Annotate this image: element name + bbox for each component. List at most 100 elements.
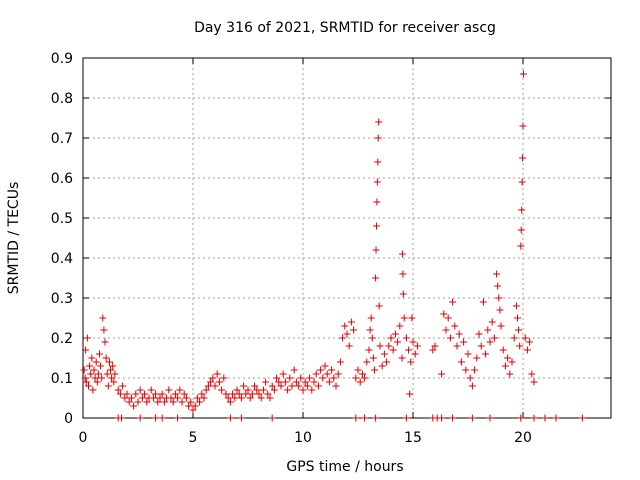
data-point [373,178,381,186]
data-point [519,70,527,78]
data-point [262,378,270,386]
data-point [226,398,234,406]
data-point [523,346,531,354]
data-point [431,342,439,350]
data-point [244,386,252,394]
data-point [336,358,344,366]
data-point [178,398,186,406]
data-point [187,398,195,406]
x-tick-label: 0 [79,430,88,446]
data-point [103,370,111,378]
data-point [301,378,309,386]
data-point [486,414,494,422]
data-point [356,378,364,386]
data-point [119,382,127,390]
data-point [387,334,395,342]
data-point [147,386,155,394]
data-point [281,378,289,386]
data-point [373,198,381,206]
data-point [484,326,492,334]
data-point [86,362,94,370]
data-point [497,322,505,330]
y-tick-label: 0.3 [51,291,73,307]
data-point [512,302,520,310]
data-point [368,334,376,342]
data-point [369,354,377,362]
data-point [477,342,485,350]
data-point [371,366,378,374]
data-point [118,414,125,422]
data-point [303,382,311,390]
x-tick-label: 5 [189,430,198,446]
data-point [375,302,383,310]
data-point [398,250,406,258]
data-point [83,334,91,342]
data-point [514,314,521,322]
data-point [215,378,223,386]
data-point [237,414,245,422]
axis-ticks: 0 5 10 15 20 0 0.1 0.2 0.3 0.4 0.5 0.6 0.7 0.8 0.9 [51,51,611,446]
data-point [89,386,97,394]
data-point [328,366,336,374]
data-point [297,374,305,382]
data-point [321,362,329,370]
data-point [515,326,523,334]
data-point [482,350,490,358]
data-point [455,330,463,338]
data-point [182,394,190,402]
data-point [394,338,402,346]
data-point [218,386,226,394]
data-point [462,366,470,374]
data-point [451,322,459,330]
data-point [374,158,382,166]
data-point [98,374,106,382]
data-point [242,390,250,398]
data-point [449,414,457,422]
data-point [479,298,487,306]
data-point [486,338,494,346]
data-point [165,386,173,394]
data-point [193,394,201,402]
data-point [460,338,468,346]
data-point [123,390,131,398]
y-tick-label: 0.4 [51,251,73,267]
data-point [93,378,101,386]
data-point [330,374,338,382]
data-point [96,350,103,358]
data-point [517,226,525,234]
data-point [94,370,102,378]
data-point [299,386,307,394]
data-point [240,382,248,390]
y-tick-label: 0.1 [51,371,73,387]
data-point [341,322,349,330]
data-point [350,326,358,334]
data-point [264,390,272,398]
data-point [399,270,407,278]
data-point [200,394,208,402]
data-point [111,370,119,378]
data-point [488,318,496,326]
data-point [80,366,88,374]
data-point [444,314,452,322]
data-point [411,350,419,358]
data-point [347,318,355,326]
data-point [499,346,507,354]
data-point [473,354,481,362]
data-point [213,370,221,378]
y-tick-label: 0.9 [51,51,73,67]
data-points [80,70,586,422]
data-point [174,414,182,422]
grid [83,58,611,418]
data-point [130,402,138,410]
data-point [306,374,314,382]
data-point [100,326,108,334]
data-point [125,398,133,406]
data-point [517,242,525,250]
data-point [158,390,166,398]
data-point [85,382,92,390]
data-point [136,414,144,422]
data-point [440,310,448,318]
data-point [277,382,285,390]
data-point [226,414,234,422]
data-point [270,386,278,394]
